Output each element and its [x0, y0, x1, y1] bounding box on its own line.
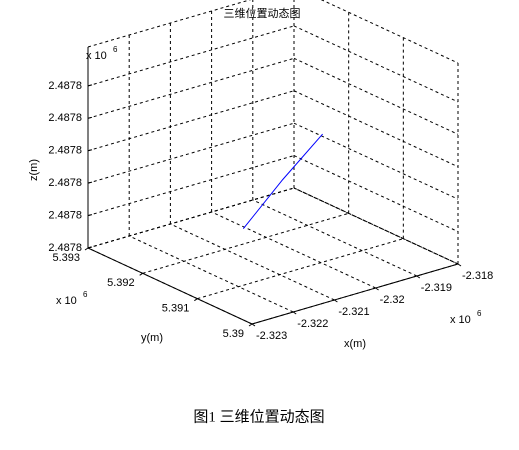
grid-line [142, 212, 349, 274]
z-tick-label: 2.4878 [48, 80, 82, 92]
z-tick-label: 2.4878 [48, 177, 82, 189]
grid-line [293, 122, 459, 200]
x-tick-label: -2.319 [421, 282, 452, 294]
x-tick-label: -2.321 [338, 306, 369, 318]
z-tick-label: 2.4878 [48, 242, 82, 254]
grid-line [293, 187, 459, 265]
data-line [242, 133, 323, 230]
grid-line [87, 187, 295, 249]
grid-line [293, 155, 459, 233]
grid-line [252, 199, 418, 277]
multiplier-exponent: 6 [113, 45, 118, 54]
x-tick-label: -2.32 [380, 294, 405, 306]
x-tick-label: -2.323 [256, 330, 287, 342]
tick-mark [87, 84, 93, 87]
box-edge [320, 0, 459, 64]
tick-mark [84, 247, 89, 251]
z-tick-label: 2.4878 [48, 145, 82, 157]
grid-line [211, 211, 376, 289]
x-tick-label: -2.318 [462, 270, 493, 282]
tick-mark [87, 214, 93, 217]
grid-line [87, 57, 295, 119]
z-tick-label: 2.4878 [48, 209, 82, 221]
y-axis-label: y(m) [141, 332, 163, 344]
grid-line [87, 122, 295, 184]
x-tick-label: -2.322 [297, 318, 328, 330]
multiplier: x 10 [56, 295, 77, 307]
x-axis-label: x(m) [344, 338, 366, 350]
grid-line [170, 223, 335, 301]
y-axis [87, 247, 253, 325]
tick-mark [139, 272, 143, 276]
tick-mark [87, 181, 93, 184]
multiplier: x 10 [86, 50, 107, 62]
y-tick-label: 5.392 [107, 277, 135, 289]
grid-line [197, 238, 404, 300]
y-tick-label: 5.391 [162, 303, 190, 315]
grid-line [293, 90, 459, 168]
grid-line [87, 155, 295, 217]
chart-title: 三维位置动态图 [224, 6, 301, 20]
grid-line [128, 235, 294, 313]
tick-mark [457, 263, 462, 267]
z-axis-label: z(m) [28, 159, 40, 181]
tick-mark [87, 116, 93, 119]
multiplier-exponent: 6 [477, 309, 482, 318]
x-axis [251, 263, 459, 325]
grid-line [87, 90, 295, 152]
grid-line [87, 25, 295, 87]
multiplier: x 10 [450, 314, 471, 326]
multiplier-exponent: 6 [83, 290, 88, 299]
y-tick-label: 5.393 [52, 252, 80, 264]
caption: 图1 三维位置动态图 [193, 408, 324, 425]
tick-mark [248, 323, 253, 327]
grid-line [293, 25, 459, 103]
grid-line [293, 57, 459, 135]
tick-mark [87, 149, 93, 152]
tick-mark [194, 298, 198, 302]
z-tick-label: 2.4878 [48, 112, 82, 124]
y-tick-label: 5.39 [223, 328, 244, 340]
